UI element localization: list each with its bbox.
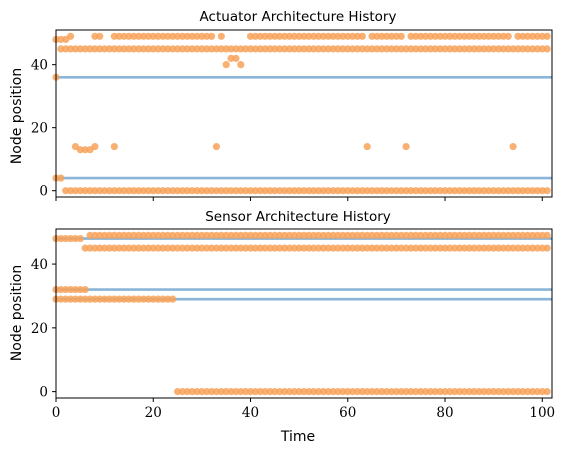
actuator-point bbox=[208, 32, 216, 40]
sensor-point bbox=[76, 234, 84, 243]
actuator-ylabel: Node position bbox=[9, 68, 25, 164]
sensor-xlabel: Time bbox=[280, 429, 315, 445]
sensor-xtick-label: 20 bbox=[145, 405, 162, 421]
actuator-point bbox=[91, 142, 99, 151]
actuator-ytick-label: 20 bbox=[31, 121, 48, 137]
actuator-points bbox=[52, 32, 551, 195]
actuator-title: Actuator Architecture History bbox=[200, 9, 397, 25]
sensor-xtick-label: 60 bbox=[339, 405, 356, 421]
actuator-point bbox=[110, 142, 118, 151]
actuator-point bbox=[217, 32, 225, 40]
sensor-xtick-label: 40 bbox=[242, 405, 259, 421]
actuator-point bbox=[543, 45, 551, 53]
sensor-xtick-label: 80 bbox=[436, 405, 453, 421]
sensor-title: Sensor Architecture History bbox=[205, 209, 391, 225]
actuator-point bbox=[237, 61, 245, 69]
sensor-panel: Sensor Architecture History Node positio… bbox=[9, 209, 555, 445]
actuator-point bbox=[363, 142, 371, 151]
sensor-ytick-label: 40 bbox=[31, 257, 48, 273]
actuator-point bbox=[66, 32, 75, 40]
actuator-point bbox=[232, 54, 240, 62]
actuator-point bbox=[504, 32, 512, 40]
actuator-point bbox=[543, 187, 551, 195]
actuator-point bbox=[212, 142, 221, 151]
sensor-xtick-label: 100 bbox=[529, 405, 555, 421]
sensor-axes: 0 20 40 60 80 100 0 20 40 bbox=[31, 228, 555, 421]
actuator-point bbox=[397, 32, 405, 40]
actuator-axes: 0 20 40 bbox=[31, 29, 553, 201]
actuator-point bbox=[96, 32, 104, 40]
sensor-frame bbox=[55, 228, 553, 399]
sensor-ytick-label: 20 bbox=[31, 321, 48, 337]
sensor-xtick-label: 0 bbox=[52, 405, 61, 421]
actuator-panel: Actuator Architecture History Node posit… bbox=[9, 9, 553, 201]
sensor-point bbox=[543, 388, 551, 396]
actuator-point bbox=[358, 32, 366, 40]
actuator-hlines bbox=[56, 75, 552, 180]
sensor-ylabel: Node position bbox=[9, 265, 25, 361]
actuator-point bbox=[402, 142, 410, 151]
actuator-point bbox=[57, 174, 65, 182]
actuator-point bbox=[543, 32, 551, 40]
actuator-ytick-label: 0 bbox=[39, 184, 48, 200]
sensor-point bbox=[169, 295, 177, 303]
sensor-point bbox=[543, 244, 551, 252]
actuator-frame bbox=[55, 29, 553, 198]
sensor-point bbox=[543, 231, 551, 239]
sensor-ytick-label: 0 bbox=[39, 385, 48, 401]
actuator-point bbox=[509, 142, 517, 151]
actuator-ytick-label: 40 bbox=[31, 58, 48, 74]
sensor-points bbox=[52, 231, 551, 396]
sensor-point bbox=[81, 285, 89, 294]
actuator-point bbox=[222, 61, 230, 69]
